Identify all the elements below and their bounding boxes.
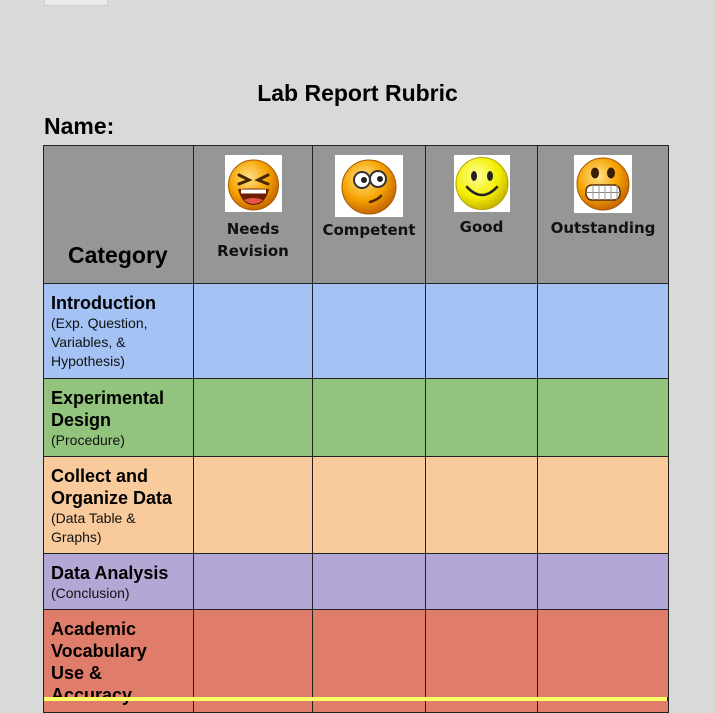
category-subtitle: (Data Table & (51, 510, 136, 526)
score-cell[interactable] (312, 378, 426, 457)
category-subtitle: Variables, & (51, 334, 126, 350)
category-cell: Introduction (Exp. Question, Variables, … (43, 283, 194, 379)
category-name: Design (51, 410, 112, 430)
score-cell[interactable] (312, 553, 426, 610)
score-cell[interactable] (537, 609, 669, 713)
level-header-outstanding: Outstanding (537, 145, 669, 284)
score-cell[interactable] (193, 609, 313, 713)
category-cell: Experimental Design (Procedure) (43, 378, 194, 457)
level-label-good: Good (459, 218, 504, 236)
page-corner-tab (44, 0, 108, 6)
category-cell: Data Analysis (Conclusion) (43, 553, 194, 610)
score-cell[interactable] (537, 283, 669, 379)
category-name: Collect and (51, 466, 149, 486)
document-title: Lab Report Rubric (257, 80, 458, 106)
score-cell[interactable] (425, 378, 538, 457)
category-subtitle: (Conclusion) (51, 585, 130, 601)
category-subtitle: Hypothesis) (51, 353, 125, 369)
category-name: Experimental (51, 388, 165, 408)
smiley-face-icon (453, 155, 510, 212)
rubric-row-experimental-design: Experimental Design (Procedure) (43, 378, 669, 457)
category-name: Academic (51, 619, 137, 639)
category-name: Introduction (51, 293, 156, 313)
score-cell[interactable] (425, 553, 538, 610)
category-subtitle: (Exp. Question, (51, 315, 148, 331)
category-cell: Collect and Organize Data (Data Table & … (43, 456, 194, 554)
level-header-needs-revision: Needs Revision (193, 145, 313, 284)
level-header-competent: Competent (312, 145, 426, 284)
score-cell[interactable] (312, 283, 426, 379)
level-label-revision: Revision (217, 242, 289, 260)
header-row: Category Needs Revision (43, 145, 669, 284)
score-cell[interactable] (193, 456, 313, 554)
score-cell[interactable] (312, 609, 426, 713)
category-name: Use & (51, 663, 103, 683)
category-header: Category (43, 145, 194, 284)
score-cell[interactable] (537, 553, 669, 610)
rubric-row-data-analysis: Data Analysis (Conclusion) (43, 553, 669, 610)
rubric-row-introduction: Introduction (Exp. Question, Variables, … (43, 283, 669, 379)
category-subtitle: (Procedure) (51, 432, 125, 448)
rubric-row-collect-organize-data: Collect and Organize Data (Data Table & … (43, 456, 669, 554)
laughing-face-icon (224, 155, 282, 212)
score-cell[interactable] (193, 553, 313, 610)
confused-face-icon (335, 155, 403, 217)
grinning-face-icon (574, 155, 632, 213)
score-cell[interactable] (193, 283, 313, 379)
category-name: Accuracy (51, 685, 133, 705)
level-label-outstanding: Outstanding (550, 219, 656, 237)
level-label-competent: Competent (322, 221, 416, 239)
level-header-good: Good (425, 145, 538, 284)
rubric-row-academic-vocabulary: Academic Vocabulary Use & Accuracy (43, 609, 669, 713)
rubric-table: Category Needs Revision (43, 145, 669, 713)
score-cell[interactable] (312, 456, 426, 554)
score-cell[interactable] (425, 456, 538, 554)
name-label: Name: (44, 113, 115, 139)
category-subtitle: Graphs) (51, 529, 102, 545)
category-name: Vocabulary (51, 641, 147, 661)
level-label-needs: Needs (226, 220, 280, 238)
score-cell[interactable] (537, 456, 669, 554)
score-cell[interactable] (537, 378, 669, 457)
score-cell[interactable] (193, 378, 313, 457)
category-name: Organize Data (51, 488, 173, 508)
score-cell[interactable] (425, 283, 538, 379)
category-name: Data Analysis (51, 563, 169, 583)
next-row-strip (43, 697, 668, 701)
category-cell: Academic Vocabulary Use & Accuracy (43, 609, 194, 713)
